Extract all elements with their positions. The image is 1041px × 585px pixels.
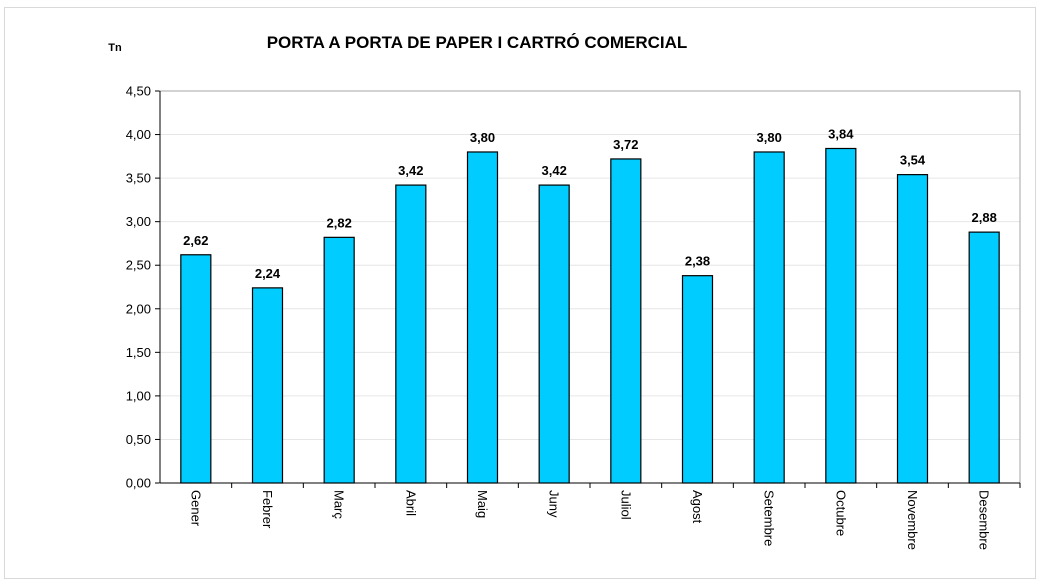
data-label: 3,84 xyxy=(828,126,854,141)
data-label: 2,24 xyxy=(255,266,281,281)
data-label: 3,54 xyxy=(900,153,926,168)
plot-area-border xyxy=(159,90,1021,484)
y-tick-label: 4,50 xyxy=(126,84,151,99)
bar xyxy=(968,231,1000,484)
bars xyxy=(180,147,1000,484)
bar xyxy=(753,151,785,484)
x-category-label: Octubre xyxy=(833,490,848,536)
bar xyxy=(681,275,714,484)
bar xyxy=(180,254,212,484)
y-axis-tick-labels: 0,00 0,50 1,00 1,50 2,00 2,50 3,00 3,50 4,00 4,50 xyxy=(126,84,151,491)
x-category-label: Febrer xyxy=(260,490,275,529)
x-category-label: Setembre xyxy=(762,490,777,546)
x-category-label: Maig xyxy=(475,490,490,518)
y-tick-label: 1,00 xyxy=(126,388,151,403)
x-category-label: Gener xyxy=(188,490,203,527)
bar xyxy=(610,158,642,484)
data-label: 2,88 xyxy=(972,210,997,225)
y-tick-label: 2,50 xyxy=(126,258,151,273)
bar xyxy=(251,287,284,484)
bar xyxy=(538,184,570,484)
data-label: 3,42 xyxy=(542,163,567,178)
data-label: 2,82 xyxy=(327,215,352,230)
y-tick-label: 0,50 xyxy=(126,432,151,447)
data-label: 2,62 xyxy=(183,233,208,248)
x-category-label: Març xyxy=(332,490,347,519)
y-tick-label: 4,00 xyxy=(126,127,151,142)
y-tick-label: 2,00 xyxy=(126,301,151,316)
data-labels: 2,62 2,24 2,82 3,42 3,80 3,42 3,72 2,38 3,80 3,84… xyxy=(183,126,997,280)
x-axis-category-labels: Gener Febrer Març Abril Maig Juny Juliol Agost S… xyxy=(188,490,991,550)
y-tick-label: 0,00 xyxy=(126,476,151,491)
bar xyxy=(323,236,355,484)
y-tick-label: 1,50 xyxy=(126,345,151,360)
x-category-label: Abril xyxy=(403,490,418,516)
x-category-label: Agost xyxy=(690,490,705,524)
gridlines xyxy=(160,90,1020,440)
bar xyxy=(825,147,857,484)
bar xyxy=(896,174,929,484)
x-category-label: Juny xyxy=(547,490,562,518)
data-label: 3,72 xyxy=(613,137,638,152)
chart-frame xyxy=(4,7,1036,579)
chart-title: PORTA A PORTA DE PAPER I CARTRÓ COMERCIA… xyxy=(267,33,688,52)
x-category-label: Novembre xyxy=(905,490,920,550)
data-label: 3,80 xyxy=(470,130,495,145)
bar xyxy=(395,184,427,484)
x-category-label: Desembre xyxy=(977,490,992,550)
axes xyxy=(155,90,1021,488)
bar xyxy=(466,151,499,484)
y-tick-label: 3,00 xyxy=(126,214,151,229)
y-tick-label: 3,50 xyxy=(126,171,151,186)
data-label: 3,80 xyxy=(757,130,782,145)
data-label: 3,42 xyxy=(398,163,423,178)
data-label: 2,38 xyxy=(685,254,710,269)
x-category-label: Juliol xyxy=(618,490,633,520)
y-axis-unit-label: Tn xyxy=(108,42,122,54)
